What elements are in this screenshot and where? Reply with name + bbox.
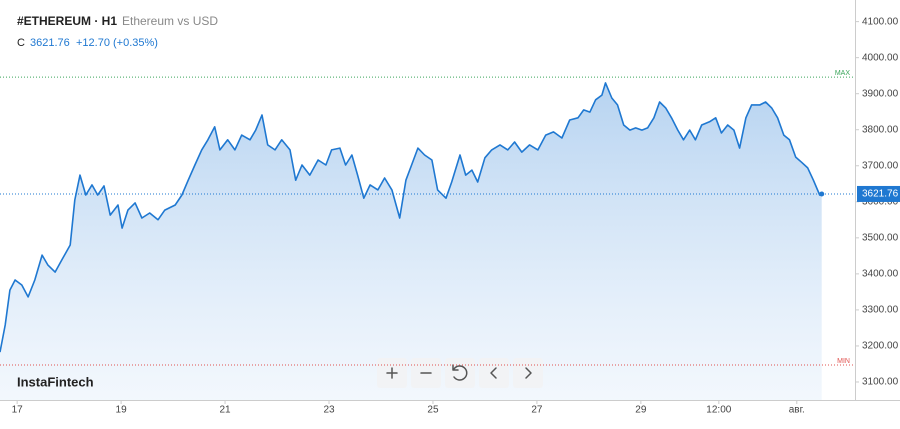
x-tick-label: 21 [219, 405, 231, 416]
scroll-right-button[interactable] [513, 358, 543, 388]
price-line [0, 82, 823, 353]
x-tick-label: 23 [323, 405, 335, 416]
y-tick-label: 3200.00 [862, 341, 899, 352]
y-tick-label: 3800.00 [862, 124, 899, 135]
plot-area [0, 82, 823, 401]
y-tick-label: 4100.00 [862, 16, 899, 27]
zoom-out-button[interactable] [411, 358, 441, 388]
x-tick-label: 29 [635, 405, 647, 416]
y-tick-label: 3300.00 [862, 305, 899, 316]
scroll-left-button[interactable] [479, 358, 509, 388]
close-value: 3621.76 [30, 37, 70, 49]
y-tick-label: 3900.00 [862, 88, 899, 99]
x-tick-label: 25 [427, 405, 439, 416]
y-tick-label: 3400.00 [862, 269, 899, 280]
close-label: C [17, 37, 25, 49]
x-tick-label: 19 [116, 405, 128, 416]
change: +12.70 (+0.35%) [76, 37, 158, 49]
reset-button[interactable] [445, 358, 475, 388]
min-line-label: MIN [837, 358, 850, 365]
x-tick-label: 27 [531, 405, 543, 416]
zoom-in-button[interactable] [377, 358, 407, 388]
last-price-dot [819, 191, 825, 197]
description: Ethereum vs USD [122, 14, 218, 28]
x-tick-label: 17 [12, 405, 24, 416]
brand: InstaFintech [17, 374, 94, 389]
symbol: #ETHEREUM · H1 [17, 14, 117, 28]
last-price-tag [857, 185, 900, 202]
y-tick-label: 3100.00 [862, 377, 899, 388]
last-price-tag-label: 3621.76 [862, 189, 899, 200]
x-tick-label: авг. [789, 405, 805, 416]
max-line-label: MAX [835, 70, 851, 77]
y-tick-label: 3500.00 [862, 232, 899, 243]
area-fill [0, 82, 822, 401]
x-tick-label: 12:00 [706, 405, 731, 416]
y-tick-label: 4000.00 [862, 52, 899, 63]
y-tick-label: 3700.00 [862, 160, 899, 171]
